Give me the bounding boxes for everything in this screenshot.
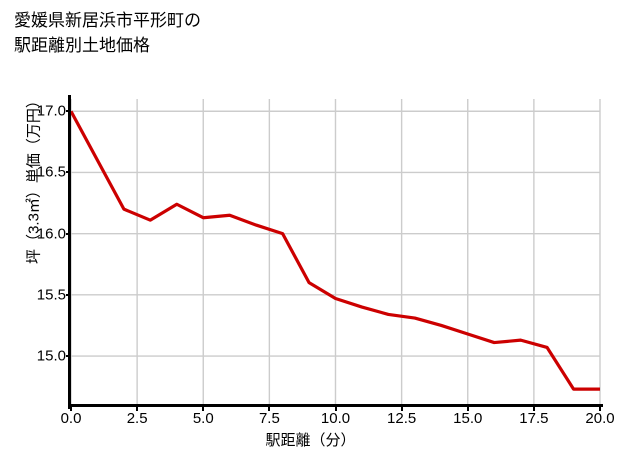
x-tick-mark [466,406,469,411]
y-tick-label: 15.5 [36,286,66,304]
grid-lines [70,99,601,405]
y-tick-label: 16.5 [36,163,66,181]
x-tick-label: 5.0 [192,410,214,427]
x-tick-label: 2.5 [126,410,148,427]
x-tick-mark [400,406,403,411]
plot-area [69,99,601,405]
data-line-series [69,110,600,391]
x-tick-mark [532,406,535,411]
x-tick-mark [70,406,72,411]
chart-title: 愛媛県新居浜市平形町の 駅距離別土地価格 [14,11,201,55]
x-tick-mark [268,406,271,411]
x-tick-mark [599,406,601,411]
y-axis-tick-labels: 15.0 15.5 16.0 16.5 17.0 [4,0,71,465]
x-tick-mark [136,406,139,411]
y-axis-spine [68,95,71,409]
y-tick-label: 16.0 [36,225,66,243]
x-tick-label: 10.0 [320,410,351,427]
x-tick-label: 20.0 [585,410,615,427]
y-tick-label: 15.0 [36,347,66,365]
x-tick-mark [202,406,205,411]
x-tick-label: 12.5 [387,410,417,427]
x-tick-mark [334,406,337,411]
x-tick-label: 17.5 [519,410,549,427]
x-axis-spine [68,404,603,407]
y-axis-title: 坪（3.3㎡）単価（万円） [25,93,43,264]
x-tick-label: 7.5 [258,410,280,427]
x-axis-title: 駅距離（分） [265,432,356,449]
x-tick-label: 0.0 [60,410,82,427]
x-tick-label: 15.0 [453,410,483,427]
y-tick-label: 17.0 [36,102,66,120]
